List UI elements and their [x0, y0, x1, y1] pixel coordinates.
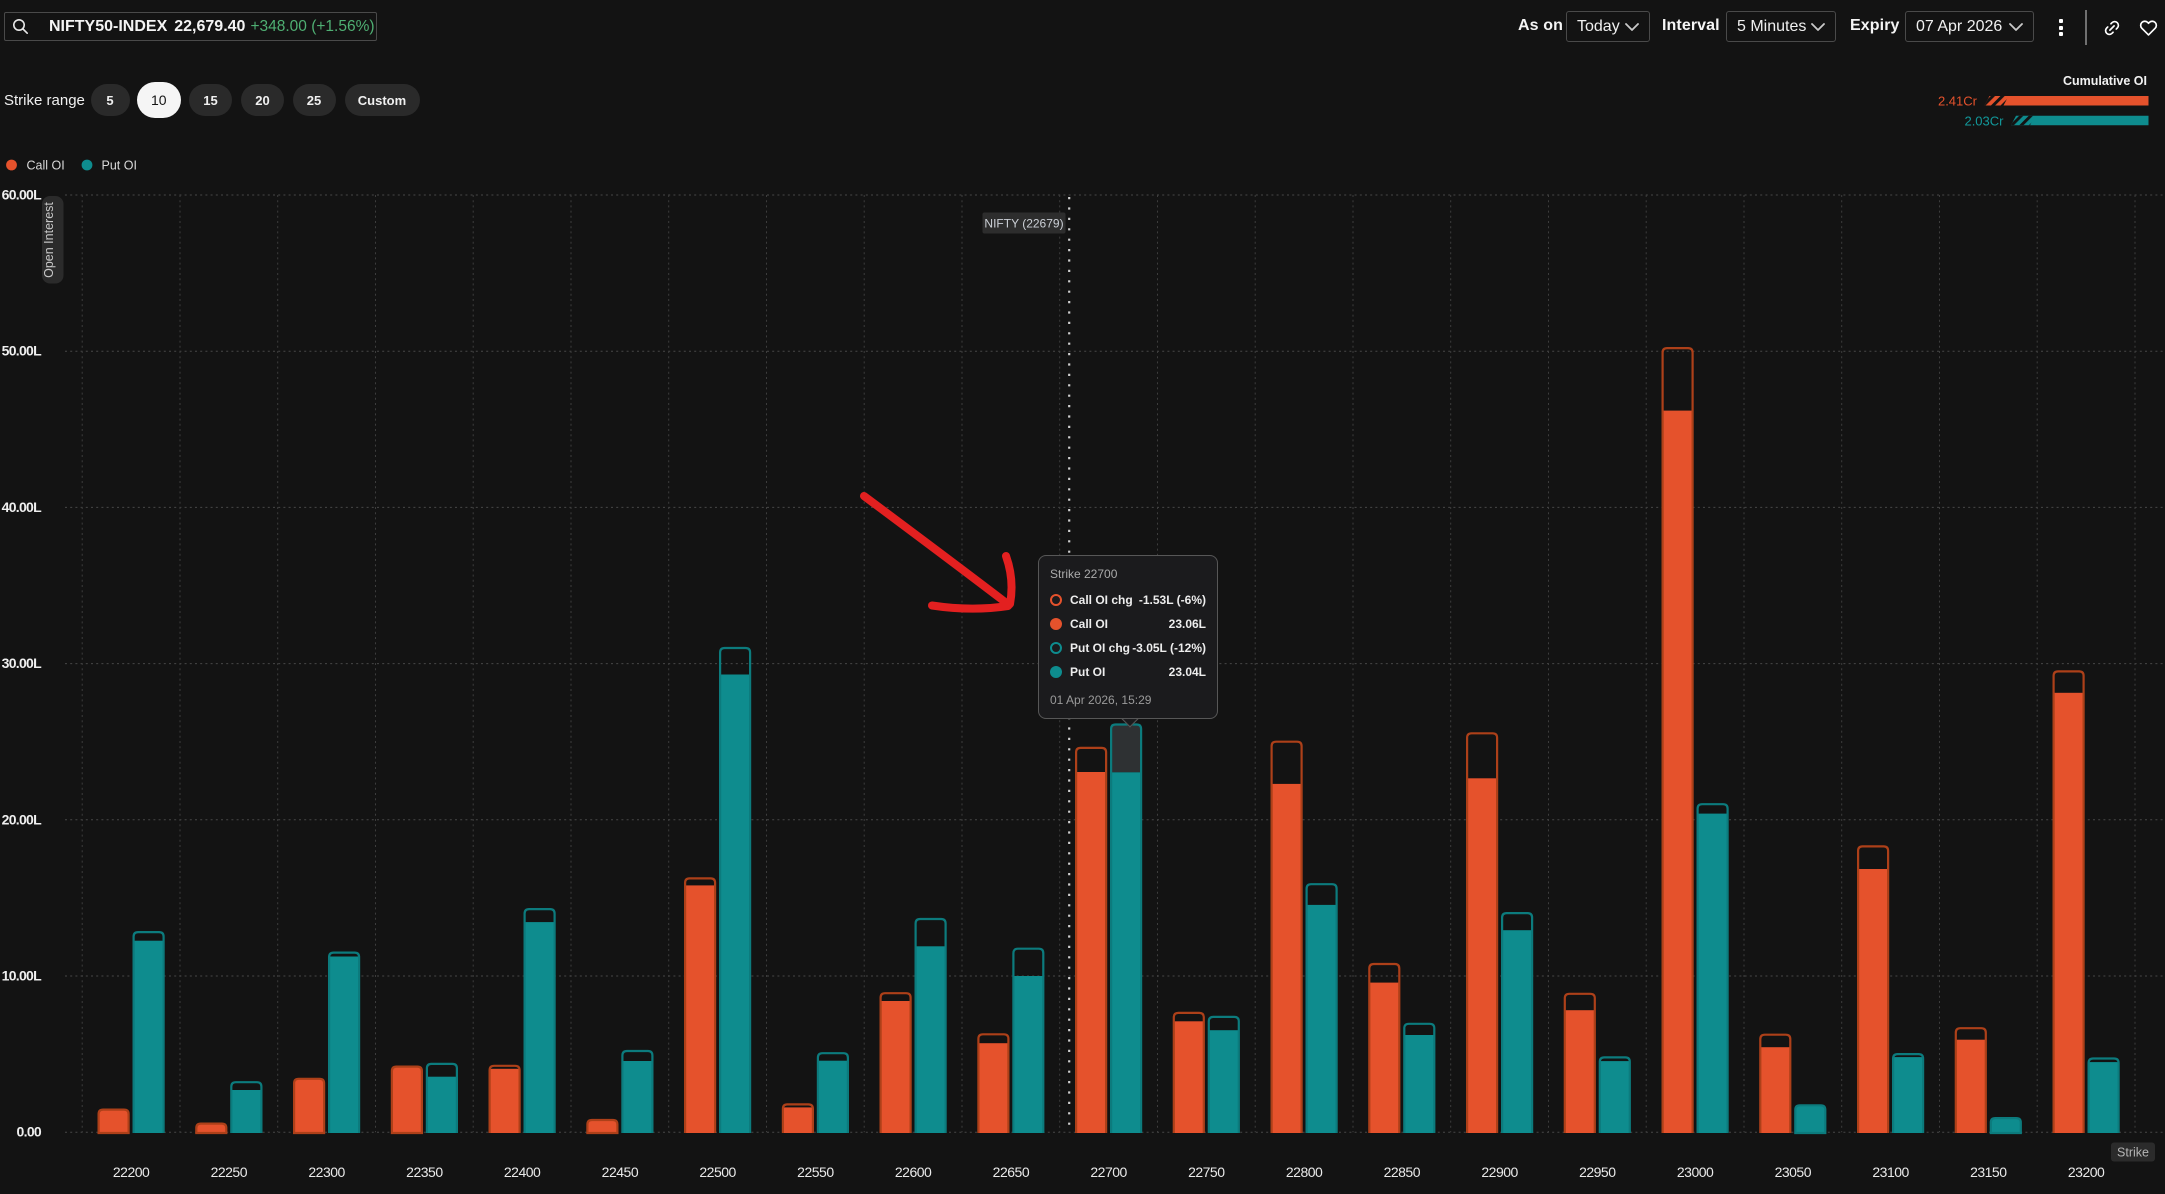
svg-text:23100: 23100: [1872, 1164, 1909, 1180]
svg-text:22850: 22850: [1384, 1164, 1421, 1180]
svg-text:22650: 22650: [993, 1164, 1030, 1180]
svg-text:22200: 22200: [113, 1164, 150, 1180]
svg-text:22300: 22300: [308, 1164, 345, 1180]
svg-text:Cumulative OI: Cumulative OI: [2063, 74, 2147, 88]
svg-text:60.00L: 60.00L: [2, 187, 43, 203]
svg-text:40.00L: 40.00L: [2, 499, 43, 515]
svg-text:22400: 22400: [504, 1164, 541, 1180]
svg-text:23050: 23050: [1775, 1164, 1812, 1180]
svg-text:Put OI: Put OI: [102, 159, 137, 173]
svg-text:22800: 22800: [1286, 1164, 1323, 1180]
svg-text:30.00L: 30.00L: [2, 655, 43, 671]
svg-text:22750: 22750: [1188, 1164, 1225, 1180]
svg-text:22950: 22950: [1579, 1164, 1616, 1180]
svg-text:23150: 23150: [1970, 1164, 2007, 1180]
svg-text:22900: 22900: [1481, 1164, 1518, 1180]
svg-text:Open Interest: Open Interest: [42, 202, 56, 278]
svg-text:23000: 23000: [1677, 1164, 1714, 1180]
svg-text:20.00L: 20.00L: [2, 811, 43, 827]
svg-text:22550: 22550: [797, 1164, 834, 1180]
svg-text:22350: 22350: [406, 1164, 443, 1180]
svg-text:23200: 23200: [2068, 1164, 2105, 1180]
svg-text:2.41Cr: 2.41Cr: [1938, 94, 1978, 109]
svg-text:10.00L: 10.00L: [2, 968, 43, 984]
svg-text:22700: 22700: [1090, 1164, 1127, 1180]
svg-text:NIFTY (22679): NIFTY (22679): [984, 217, 1063, 231]
svg-text:22450: 22450: [602, 1164, 639, 1180]
svg-text:Strike: Strike: [2117, 1146, 2149, 1160]
svg-text:22600: 22600: [895, 1164, 932, 1180]
svg-text:0.00: 0.00: [17, 1124, 42, 1140]
svg-text:50.00L: 50.00L: [2, 343, 43, 359]
svg-text:2.03Cr: 2.03Cr: [1964, 113, 2004, 128]
svg-text:22250: 22250: [211, 1164, 248, 1180]
svg-text:22500: 22500: [699, 1164, 736, 1180]
svg-text:Call OI: Call OI: [27, 159, 65, 173]
